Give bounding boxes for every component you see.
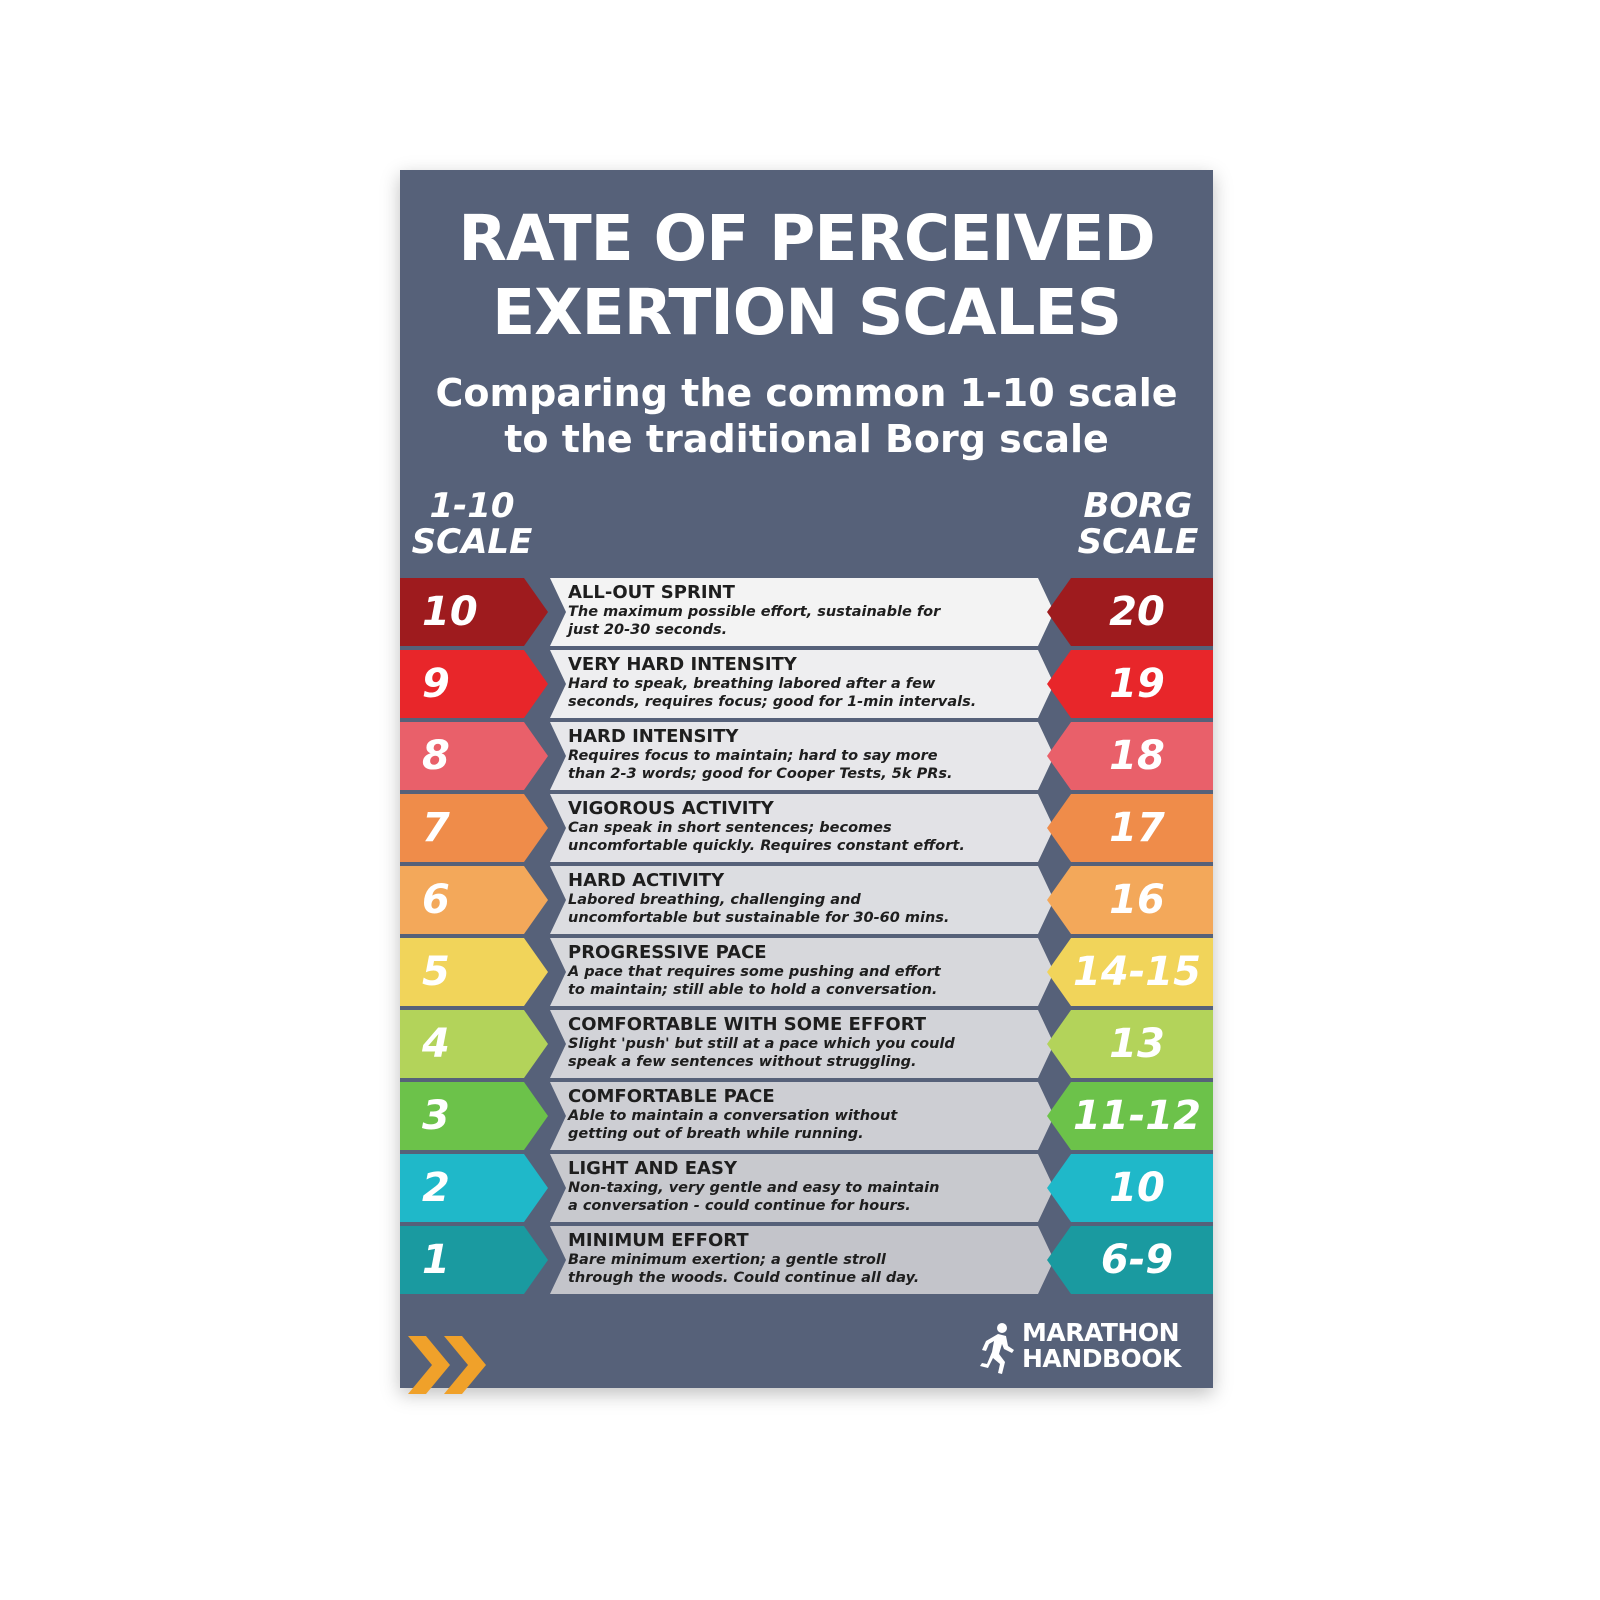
scale-row: 8 HARD INTENSITY Requires focus to maintai…: [400, 722, 1213, 790]
level-title: HARD INTENSITY: [568, 726, 739, 747]
level-title: COMFORTABLE PACE: [568, 1086, 775, 1107]
rpe-value: 10: [400, 578, 548, 646]
rpe-value: 5: [400, 938, 548, 1006]
level-description: HARD INTENSITY Requires focus to maintain…: [550, 722, 1054, 790]
borg-value: 10: [1047, 1154, 1213, 1222]
borg-value: 14-15: [1047, 938, 1213, 1006]
borg-value: 11-12: [1047, 1082, 1213, 1150]
level-text-line-1: Able to maintain a conversation without: [568, 1108, 898, 1124]
rpe-value: 1: [400, 1226, 548, 1294]
level-description: COMFORTABLE WITH SOME EFFORT Slight 'push…: [550, 1010, 1054, 1078]
poster: RATE OF PERCEIVED EXERTION SCALES Compar…: [400, 170, 1213, 1394]
level-title: COMFORTABLE WITH SOME EFFORT: [568, 1014, 927, 1035]
level-text-line-2: uncomfortable quickly. Requires constant…: [568, 838, 965, 854]
borg-header-line-1: BORG: [1083, 486, 1193, 526]
brand-logo: MARATHON HANDBOOK: [978, 1320, 1208, 1376]
level-title: VIGOROUS ACTIVITY: [568, 798, 774, 819]
level-text-line-2: speak a few sentences without struggling…: [568, 1054, 917, 1070]
title-line-2: EXERTION SCALES: [492, 276, 1122, 349]
scale-row: 10 ALL-OUT SPRINT The maximum possible eff…: [400, 578, 1213, 646]
level-description: ALL-OUT SPRINT The maximum possible effor…: [550, 578, 1054, 646]
level-title: HARD ACTIVITY: [568, 870, 725, 891]
rpe-value: 2: [400, 1154, 548, 1222]
runner-icon: [980, 1323, 1014, 1374]
level-text-line-2: than 2-3 words; good for Cooper Tests, 5…: [568, 766, 953, 782]
borg-value: 13: [1047, 1010, 1213, 1078]
level-text-line-2: through the woods. Could continue all da…: [568, 1270, 920, 1286]
level-text-line-2: seconds, requires focus; good for 1-min …: [568, 694, 977, 710]
level-description: VIGOROUS ACTIVITY Can speak in short sent…: [550, 794, 1054, 862]
rpe-value: 4: [400, 1010, 548, 1078]
level-text-line-1: Bare minimum exertion; a gentle stroll: [568, 1252, 886, 1268]
level-text-line-1: Labored breathing, challenging and: [568, 892, 861, 908]
scale-row: 6 HARD ACTIVITY Labored breathing, challen…: [400, 866, 1213, 934]
level-text-line-1: Non-taxing, very gentle and easy to main…: [568, 1180, 940, 1196]
rpe-value: 8: [400, 722, 548, 790]
scale-row: 7 VIGOROUS ACTIVITY Can speak in short sen…: [400, 794, 1213, 862]
subtitle-line-1: Comparing the common 1-10 scale: [435, 371, 1178, 415]
scale-row: 5 PROGRESSIVE PACE A pace that requires so…: [400, 938, 1213, 1006]
level-text-line-2: a conversation - could continue for hour…: [568, 1198, 911, 1214]
level-text-line-1: The maximum possible effort, sustainable…: [568, 604, 941, 620]
level-title: MINIMUM EFFORT: [568, 1230, 749, 1251]
scale-row: 4 COMFORTABLE WITH SOME EFFORT Slight 'pus…: [400, 1010, 1213, 1078]
level-title: VERY HARD INTENSITY: [568, 654, 797, 675]
chevron-arrows-icon: [408, 1336, 486, 1394]
borg-header-line-2: SCALE: [1077, 522, 1199, 562]
title-line-1: RATE OF PERCEIVED: [458, 202, 1155, 275]
level-title: ALL-OUT SPRINT: [568, 582, 735, 603]
rpe-value: 9: [400, 650, 548, 718]
level-description: PROGRESSIVE PACE A pace that requires som…: [550, 938, 1054, 1006]
level-text-line-1: Requires focus to maintain; hard to say …: [568, 748, 938, 764]
borg-scale-header: BORG SCALE: [1068, 488, 1208, 560]
level-description: VERY HARD INTENSITY Hard to speak, breath…: [550, 650, 1054, 718]
brand-line-2: HANDBOOK: [1022, 1344, 1181, 1373]
subtitle-line-2: to the traditional Borg scale: [504, 417, 1109, 461]
borg-value: 6-9: [1047, 1226, 1213, 1294]
brand-line-1: MARATHON: [1022, 1318, 1180, 1347]
level-text-line-2: just 20-30 seconds.: [568, 622, 728, 638]
level-description: COMFORTABLE PACE Able to maintain a conve…: [550, 1082, 1054, 1150]
level-title: PROGRESSIVE PACE: [568, 942, 767, 963]
rpe-value: 7: [400, 794, 548, 862]
level-text-line-2: to maintain; still able to hold a conver…: [568, 982, 938, 998]
level-text-line-2: uncomfortable but sustainable for 30-60 …: [568, 910, 950, 926]
rpe-scale-header: 1-10 SCALE: [402, 488, 542, 560]
level-description: LIGHT AND EASY Non-taxing, very gentle an…: [550, 1154, 1054, 1222]
poster-subtitle: Comparing the common 1-10 scale to the t…: [400, 370, 1213, 462]
level-text-line-1: Can speak in short sentences; becomes: [568, 820, 892, 836]
brand-name: MARATHON HANDBOOK: [1022, 1320, 1181, 1372]
scale-row: 1 MINIMUM EFFORT Bare minimum exertion; a …: [400, 1226, 1213, 1294]
borg-value: 20: [1047, 578, 1213, 646]
rpe-value: 6: [400, 866, 548, 934]
rpe-value: 3: [400, 1082, 548, 1150]
level-text-line-1: A pace that requires some pushing and ef…: [568, 964, 941, 980]
borg-value: 19: [1047, 650, 1213, 718]
level-title: LIGHT AND EASY: [568, 1158, 737, 1179]
level-description: MINIMUM EFFORT Bare minimum exertion; a g…: [550, 1226, 1054, 1294]
borg-value: 17: [1047, 794, 1213, 862]
scale-row: 9 VERY HARD INTENSITY Hard to speak, breat…: [400, 650, 1213, 718]
poster-title: RATE OF PERCEIVED EXERTION SCALES: [400, 202, 1213, 350]
level-text-line-2: getting out of breath while running.: [568, 1126, 864, 1142]
level-description: HARD ACTIVITY Labored breathing, challeng…: [550, 866, 1054, 934]
rpe-header-line-1: 1-10: [429, 486, 515, 526]
borg-value: 16: [1047, 866, 1213, 934]
scale-row: 2 LIGHT AND EASY Non-taxing, very gentle a…: [400, 1154, 1213, 1222]
level-text-line-1: Slight 'push' but still at a pace which …: [568, 1036, 955, 1052]
rpe-header-line-2: SCALE: [411, 522, 533, 562]
scale-row: 3 COMFORTABLE PACE Able to maintain a conv…: [400, 1082, 1213, 1150]
level-text-line-1: Hard to speak, breathing labored after a…: [568, 676, 936, 692]
borg-value: 18: [1047, 722, 1213, 790]
